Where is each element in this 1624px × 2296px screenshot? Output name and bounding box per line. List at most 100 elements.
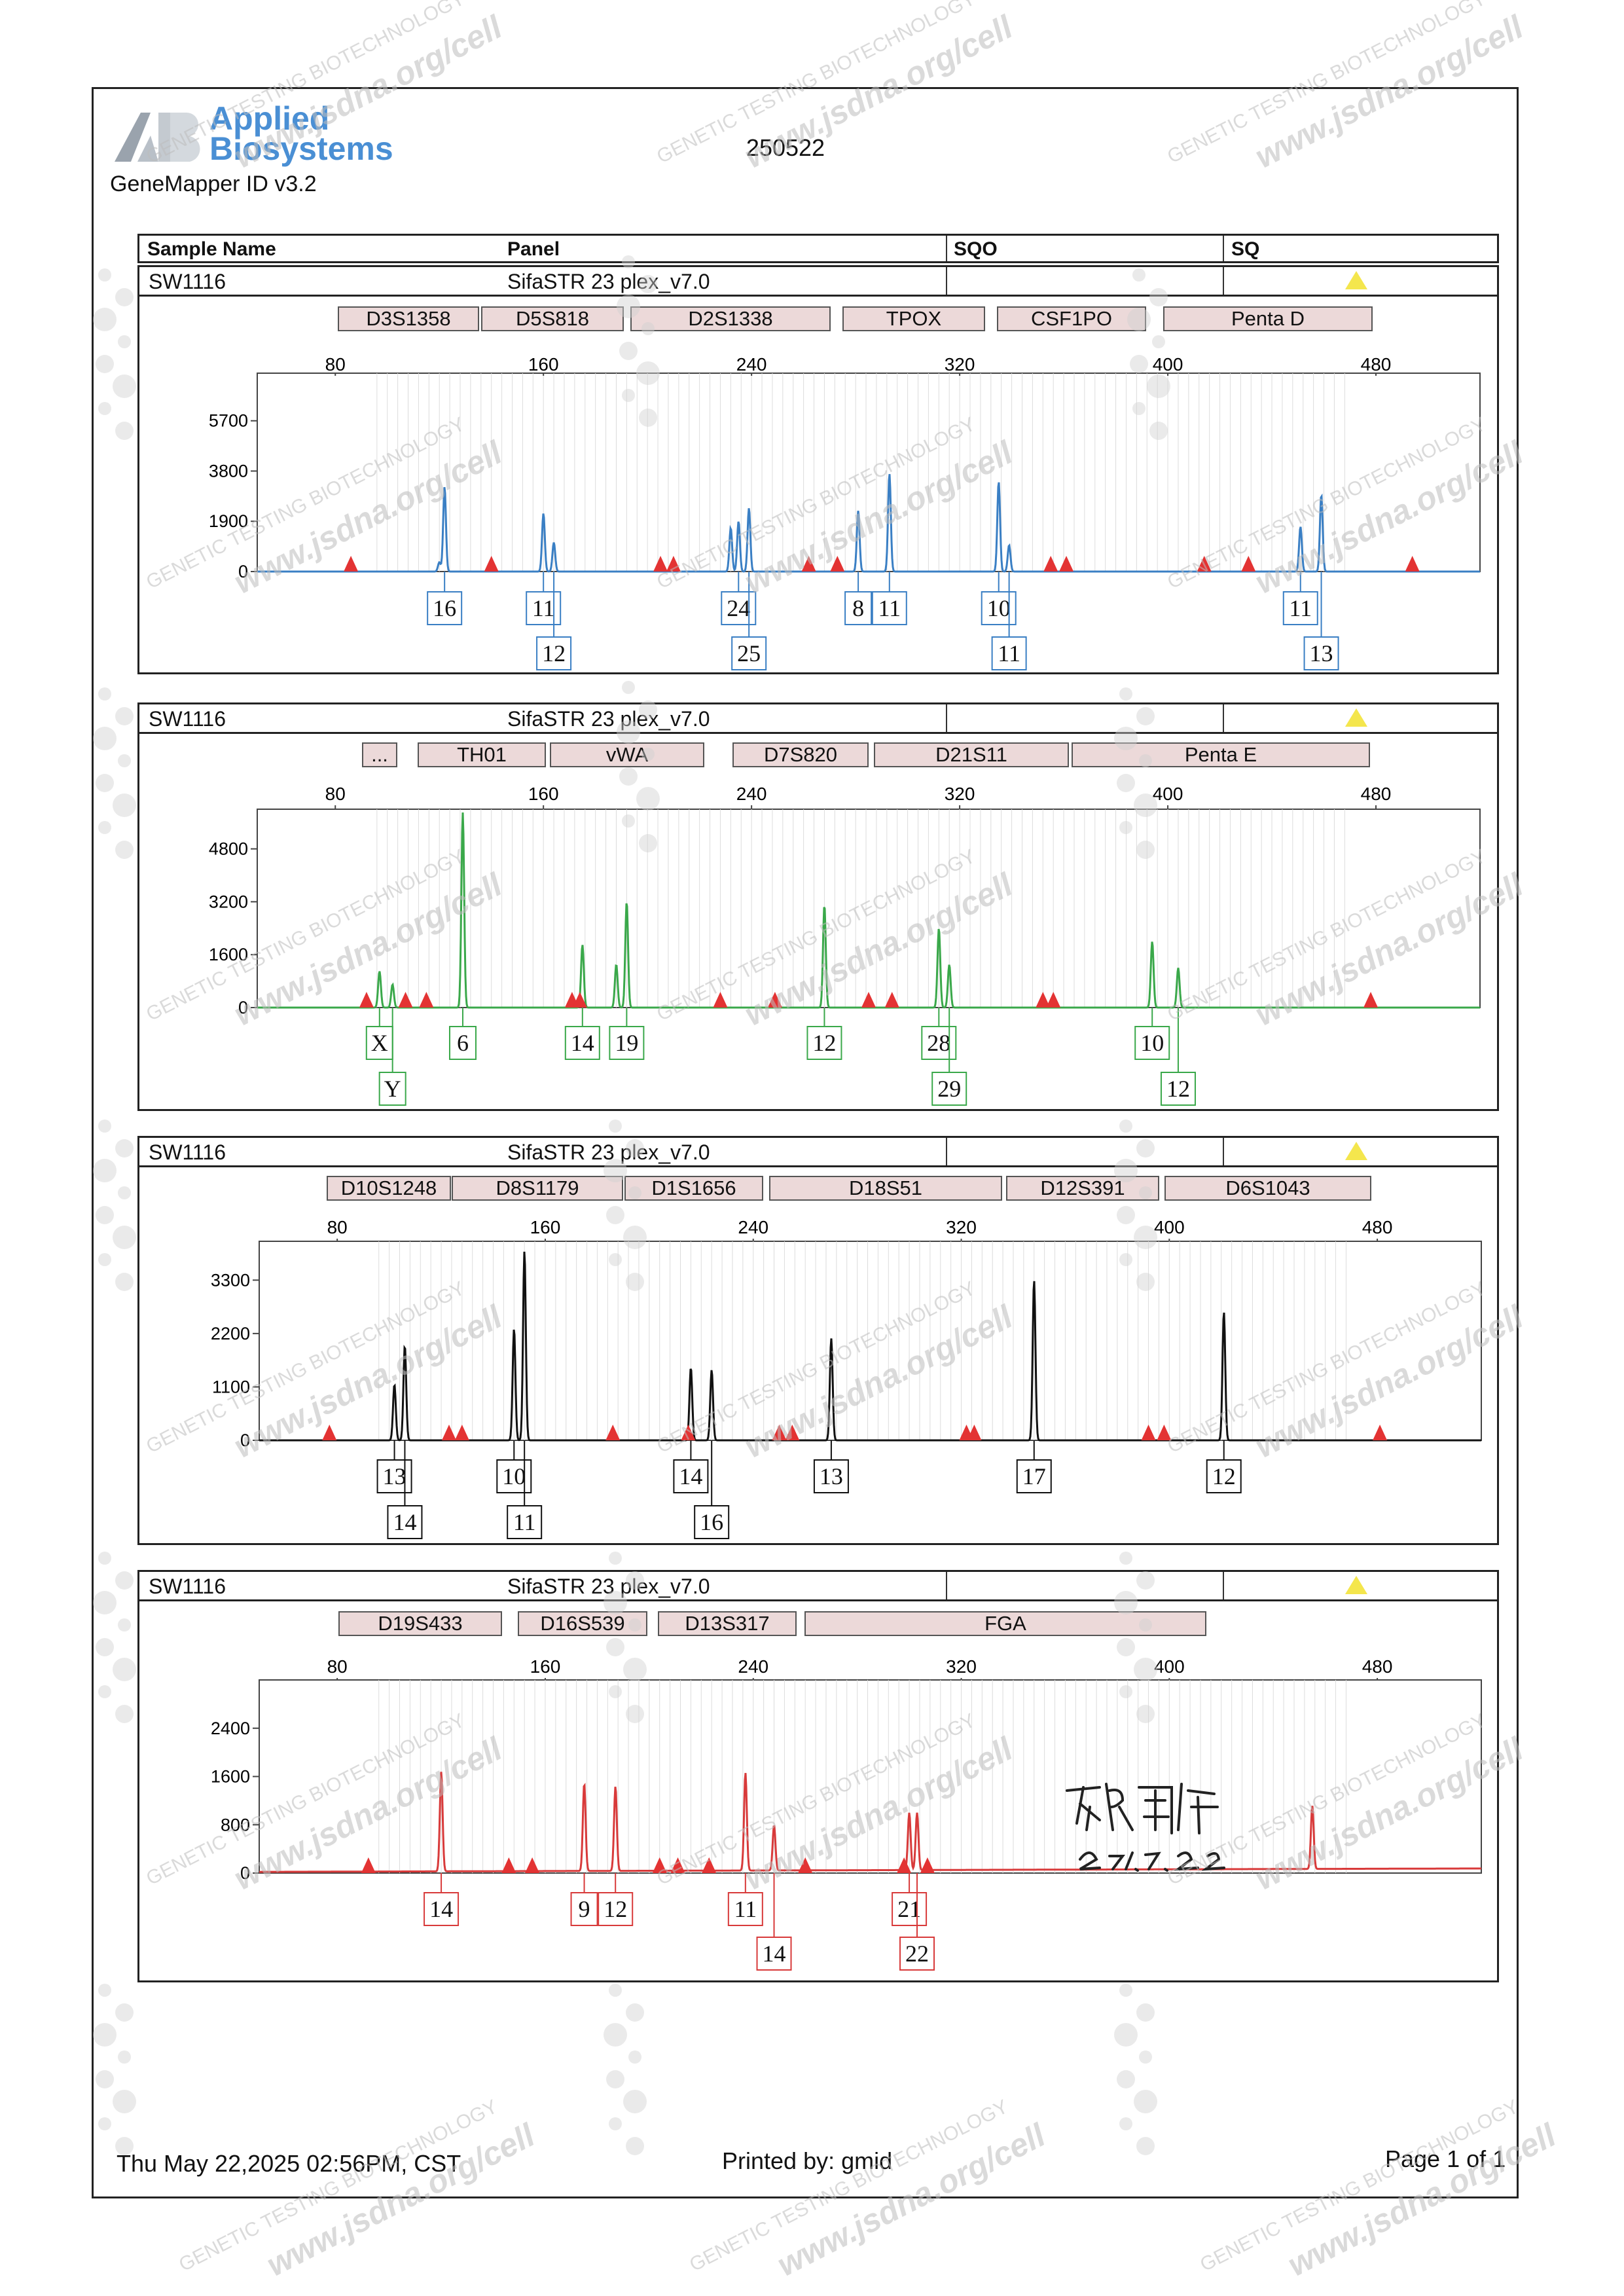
marker-penta-e[interactable]: Penta E xyxy=(1072,742,1370,767)
allele-call-box[interactable] xyxy=(609,1026,645,1060)
allele-call-label: 14 xyxy=(679,1463,702,1489)
allele-call-box[interactable] xyxy=(981,591,1017,625)
marker-csf1po[interactable]: CSF1PO xyxy=(997,306,1146,331)
allele-call-box[interactable] xyxy=(899,1937,935,1971)
allele-call-box[interactable] xyxy=(507,1505,543,1539)
allele-call-box[interactable] xyxy=(448,1026,477,1060)
marker-d13s317[interactable]: D13S317 xyxy=(658,1611,797,1636)
marker-d19s433[interactable]: D19S433 xyxy=(338,1611,502,1636)
marker-d6s1043[interactable]: D6S1043 xyxy=(1164,1176,1371,1201)
size-standard-marker xyxy=(501,1857,516,1873)
marker-d12s391[interactable]: D12S391 xyxy=(1006,1176,1159,1201)
page-number: Page 1 of 1 xyxy=(1385,2145,1506,2172)
allele-call-box[interactable] xyxy=(376,1459,412,1493)
marker-d16s539[interactable]: D16S539 xyxy=(518,1611,647,1636)
x-tick-label: 240 xyxy=(738,1656,768,1677)
allele-call-box[interactable] xyxy=(731,636,767,670)
marker-d8s1179[interactable]: D8S1179 xyxy=(452,1176,623,1201)
size-standard-marker xyxy=(830,556,845,572)
size-standard-marker xyxy=(801,556,816,572)
logo-line2: Biosystems xyxy=(209,130,393,167)
allele-call-box[interactable] xyxy=(526,591,562,625)
marker-d18s51[interactable]: D18S51 xyxy=(769,1176,1002,1201)
size-standard-marker xyxy=(1141,1425,1156,1440)
marker-d2s1338[interactable]: D2S1338 xyxy=(630,306,831,331)
sample-name: SW1116 xyxy=(149,1140,226,1164)
allele-call-box[interactable] xyxy=(424,1892,460,1926)
allele-call-label: 25 xyxy=(737,640,761,666)
allele-call-box[interactable] xyxy=(673,1459,709,1493)
size-standard-marker xyxy=(1197,556,1212,572)
marker-vwa[interactable]: vWA xyxy=(550,742,704,767)
allele-call-box[interactable] xyxy=(756,1937,792,1971)
x-tick-label: 160 xyxy=(530,1656,561,1677)
allele-call-box[interactable] xyxy=(387,1505,423,1539)
marker-d10s1248[interactable]: D10S1248 xyxy=(327,1176,451,1201)
marker-d21s11[interactable]: D21S11 xyxy=(874,742,1069,767)
allele-call-box[interactable] xyxy=(806,1026,842,1060)
allele-call-box[interactable] xyxy=(536,636,572,670)
x-tick-label: 320 xyxy=(946,1217,977,1237)
y-tick-label: 1100 xyxy=(212,1377,250,1396)
allele-call-box[interactable] xyxy=(598,1892,634,1926)
size-standard-marker xyxy=(967,1425,982,1440)
size-standard-marker xyxy=(1043,556,1058,572)
y-tick-label: 0 xyxy=(238,998,248,1017)
sq-warning-icon xyxy=(1345,708,1367,727)
allele-call-label: 11 xyxy=(998,640,1020,666)
allele-call-label: 14 xyxy=(429,1896,453,1922)
allele-call-box[interactable] xyxy=(1134,1026,1170,1060)
allele-call-box[interactable] xyxy=(570,1892,598,1926)
allele-call-box[interactable] xyxy=(991,636,1027,670)
allele-call-box[interactable] xyxy=(427,591,463,625)
applied-biosystems-logo: Applied Biosystems xyxy=(111,98,393,170)
allele-call-label: 16 xyxy=(433,595,456,621)
size-standard-marker xyxy=(653,556,668,572)
x-tick-label: 400 xyxy=(1153,784,1183,804)
marker-d5s818[interactable]: D5S818 xyxy=(481,306,624,331)
panel-info-row: SW1116 SifaSTR 23 plex_v7.0 xyxy=(139,1138,1497,1167)
x-tick-label: 80 xyxy=(325,784,346,804)
size-standard-marker xyxy=(666,556,681,572)
allele-call-box[interactable] xyxy=(1206,1459,1242,1493)
allele-call-box[interactable] xyxy=(378,1072,406,1106)
signal-trace xyxy=(259,1772,1481,1873)
allele-call-box[interactable] xyxy=(892,1892,928,1926)
allele-call-box[interactable] xyxy=(931,1072,967,1106)
x-tick-label: 160 xyxy=(528,354,559,374)
allele-call-box[interactable] xyxy=(1282,591,1318,625)
allele-call-label: 6 xyxy=(457,1030,469,1056)
allele-call-box[interactable] xyxy=(921,1026,957,1060)
allele-call-label: 29 xyxy=(937,1076,961,1102)
allele-call-label: Y xyxy=(384,1076,401,1102)
size-standard-marker xyxy=(1363,992,1379,1008)
electropherogram-panel-blue: SW1116 SifaSTR 23 plex_v7.0 D3S1358 D5S8… xyxy=(137,265,1499,674)
plot-area xyxy=(259,1241,1482,1441)
marker-tpox[interactable]: TPOX xyxy=(842,306,985,331)
allele-call-box[interactable] xyxy=(844,591,873,625)
marker-d1s1656[interactable]: D1S1656 xyxy=(624,1176,763,1201)
marker-fga[interactable]: FGA xyxy=(804,1611,1206,1636)
marker-d3s1358[interactable]: D3S1358 xyxy=(338,306,479,331)
allele-call-box[interactable] xyxy=(694,1505,730,1539)
marker-more[interactable]: ... xyxy=(362,742,397,767)
allele-call-box[interactable] xyxy=(871,591,907,625)
allele-call-box[interactable] xyxy=(727,1892,763,1926)
allele-call-box[interactable] xyxy=(496,1459,532,1493)
allele-call-label: 12 xyxy=(542,640,566,666)
allele-call-box[interactable] xyxy=(1160,1072,1196,1106)
allele-call-box[interactable] xyxy=(721,591,757,625)
allele-call-label: 11 xyxy=(878,595,901,621)
marker-th01[interactable]: TH01 xyxy=(418,742,546,767)
allele-call-label: 14 xyxy=(571,1030,594,1056)
allele-call-box[interactable] xyxy=(1016,1459,1052,1493)
panel-name: SifaSTR 23 plex_v7.0 xyxy=(507,1140,710,1164)
allele-call-box[interactable] xyxy=(564,1026,600,1060)
allele-call-box[interactable] xyxy=(813,1459,849,1493)
allele-call-box[interactable] xyxy=(1303,636,1339,670)
allele-call-label: 11 xyxy=(513,1509,536,1535)
marker-d7s820[interactable]: D7S820 xyxy=(732,742,869,767)
allele-call-box[interactable] xyxy=(365,1026,393,1060)
marker-penta-d[interactable]: Penta D xyxy=(1163,306,1373,331)
x-tick-label: 400 xyxy=(1154,1656,1185,1677)
